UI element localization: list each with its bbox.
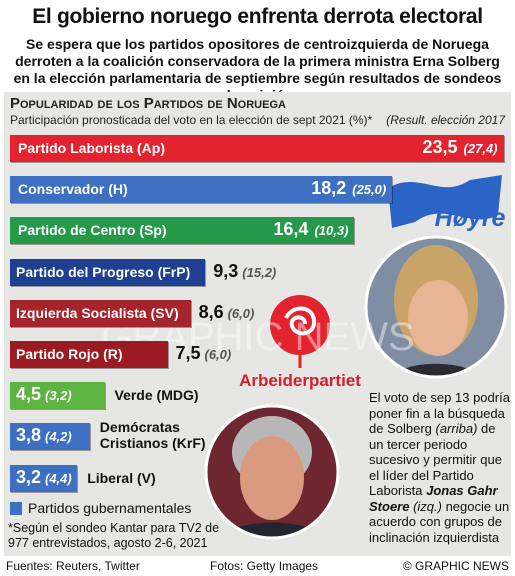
value-label: 3,8 [16, 425, 42, 446]
value-label: 9,3 [213, 260, 239, 281]
previous-label: (6,0) [204, 347, 232, 362]
footnote: *Según el sondeo Kantar para TV2 de 977 … [8, 521, 220, 550]
bar-label: Partido del Progreso (FrP) [16, 263, 191, 280]
bar-label: Verde (MDG) [114, 387, 199, 404]
subtitle: Se espera que los partidos opositores de… [13, 36, 502, 103]
previous-label: (10,3) [314, 223, 349, 239]
previous-label: (27,4) [463, 141, 498, 156]
hoyre-flag [388, 175, 502, 228]
hoyre-logo: Høyre [435, 204, 506, 232]
bar [10, 217, 355, 245]
previous-label: (25,0) [352, 182, 387, 198]
bar-label: Partido de Centro (Sp) [18, 222, 167, 239]
annotation-part: Jonas Gahr Stoere [369, 483, 502, 514]
rose-logo [270, 295, 330, 355]
bar-label: Izquierda Socialista (SV) [16, 304, 179, 321]
legend-swatch [10, 502, 22, 515]
bar [10, 464, 78, 492]
bar [10, 258, 206, 286]
bar-label: Partido Rojo (R) [16, 346, 123, 362]
bar [10, 423, 90, 451]
sources: Fuentes: Reuters, Twitter [6, 559, 140, 573]
annotation-part: negocie un acuerdo con grupos de inclina… [369, 498, 513, 545]
previous-label: (4,2) [45, 429, 72, 445]
annotation-part: de un tercer periodo sucesivo y permitir… [369, 421, 506, 498]
annotation: El voto de sep 13 podría poner fin a la … [369, 390, 511, 545]
value-label: 18,2 [311, 178, 347, 199]
value-label: 8,6 [198, 301, 224, 322]
value-label: 3,2 [16, 466, 42, 487]
previous-label: (15,2) [242, 264, 277, 280]
value-label: 23,5 [422, 137, 458, 157]
legend-label: Partidos gubernamentales [28, 500, 192, 516]
previous-label: (3,2) [45, 388, 72, 404]
bar-label: Demócratas Cristianos (KrF) [99, 419, 206, 452]
axis-label: Participación pronosticada del voto en l… [10, 113, 373, 127]
photo-credit: Fotos: Getty Images [210, 559, 319, 573]
bar-label: Partido Laborista (Ap) [18, 140, 166, 156]
chart-heading: Popularidad de los Partidos de Noruega [10, 95, 286, 112]
bar-label: Liberal (V) [87, 469, 156, 486]
photo-stoere [206, 406, 338, 538]
previous-label: (6,0) [227, 305, 255, 321]
value-label: 4,5 [16, 384, 42, 405]
previous-note: (Result. elección 2017 [386, 113, 505, 127]
value-label: 16,4 [273, 219, 309, 240]
bar [10, 299, 191, 327]
bar [10, 382, 105, 410]
annotation-part: El voto de sep 13 podría poner fin a la … [369, 390, 514, 436]
bar [10, 135, 504, 162]
bar [10, 176, 393, 204]
credit: © GRAPHIC NEWS [402, 559, 509, 573]
annotation-part: (arriba) [435, 421, 478, 436]
bar-label: Conservador (H) [18, 181, 128, 198]
previous-label: (4,4) [45, 470, 72, 486]
ap-logo: Arbeiderpartiet [239, 371, 361, 390]
title: El gobierno noruego enfrenta derrota ele… [32, 5, 483, 28]
annotation-part: (izq.) [409, 498, 442, 514]
bar [10, 341, 168, 368]
value-label: 7,5 [175, 343, 201, 363]
